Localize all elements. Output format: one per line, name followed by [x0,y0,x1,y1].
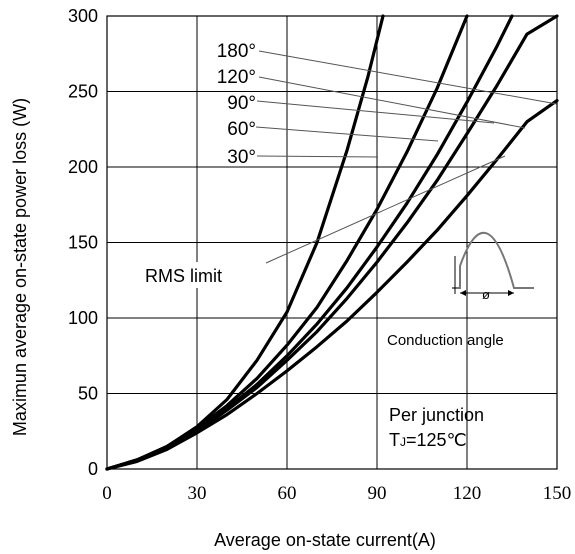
leader-line [255,126,439,142]
series-lines [105,14,559,471]
legend-label: 180° [217,41,256,62]
legend-label: 120° [217,67,256,88]
y-tick-label: 200 [68,157,98,177]
x-tick-label: 60 [278,483,297,504]
x-axis-ticks: 0 30 60 90 120 150 [102,483,571,504]
legend-leader-lines [255,50,558,264]
leader-line [256,100,495,124]
x-tick-label: 0 [102,483,112,504]
legend: 180° 120° 90° 60° 30° [217,41,256,168]
x-tick-label: 30 [188,483,207,504]
tj-label: TJ=125℃ [389,430,467,450]
leader-line [256,155,379,158]
y-tick-label: 150 [68,233,98,253]
conduction-angle-pulse-icon [452,231,534,296]
conduction-angle-label: Conduction angle [387,332,504,349]
series-line-180 [105,99,559,471]
leader-line [265,155,506,264]
y-axis-ticks: 0 50 100 150 200 250 300 [68,6,98,479]
phi-symbol: ø [482,287,490,302]
per-junction-label: Per junction [389,405,484,425]
leader-line [258,76,526,129]
x-tick-label: 90 [368,483,387,504]
y-tick-label: 300 [68,6,98,26]
y-axis-label: Maximun average on-state power loss (W) [10,98,30,436]
grid [107,16,557,469]
legend-label: 90° [227,93,256,114]
plot-frame [106,15,558,470]
x-tick-label: 150 [543,483,572,504]
y-tick-label: 50 [78,384,98,404]
leader-line [258,50,558,105]
y-tick-label: 250 [68,82,98,102]
legend-label: 60° [227,119,256,140]
x-tick-label: 120 [453,483,482,504]
rms-limit-label-background [141,262,255,288]
rms-limit-label: RMS limit [145,266,222,286]
x-axis-label: Average on-state current(A) [214,530,436,550]
legend-label: 30° [227,147,256,168]
y-tick-label: 0 [88,459,98,479]
y-tick-label: 100 [68,308,98,328]
